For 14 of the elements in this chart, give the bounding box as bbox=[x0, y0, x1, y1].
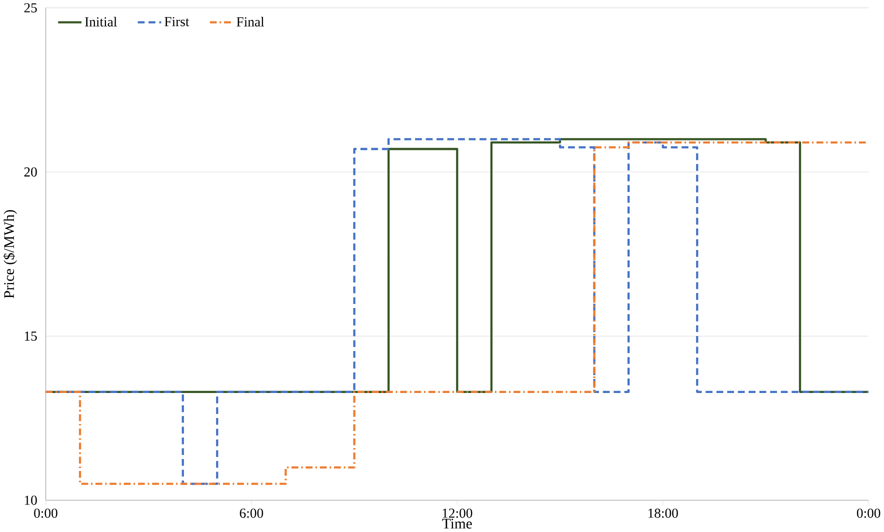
legend-label: First bbox=[164, 17, 190, 26]
x-tick-label: 0:00 bbox=[856, 508, 880, 518]
x-tick-label: 12:00 bbox=[442, 508, 472, 518]
x-axis-title: Time bbox=[442, 518, 472, 529]
y-axis-title: Price ($/MWh) bbox=[3, 210, 17, 298]
x-tick-label: 0:00 bbox=[34, 508, 58, 518]
x-tick-label: 6:00 bbox=[240, 508, 264, 518]
legend-label: Final bbox=[236, 16, 264, 27]
x-tick-label: 18:00 bbox=[648, 508, 678, 518]
y-tick-label: 20 bbox=[24, 167, 37, 177]
legend-label: Initial bbox=[85, 16, 117, 27]
y-tick-label: 15 bbox=[24, 332, 37, 341]
y-tick-label: 10 bbox=[24, 496, 37, 505]
y-tick-label: 25 bbox=[24, 3, 37, 13]
